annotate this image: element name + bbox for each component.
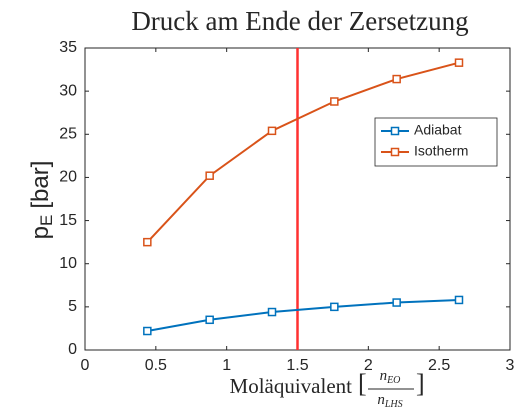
x-label-denominator: nLHS xyxy=(377,392,402,410)
y-label-unit: [bar] xyxy=(27,161,54,209)
y-tick-label: 35 xyxy=(59,39,77,56)
x-tick-label: 3 xyxy=(506,357,515,374)
y-axis-label: pE [bar] xyxy=(27,161,56,240)
den-base: n xyxy=(377,392,385,408)
y-tick-label: 0 xyxy=(68,341,77,358)
marker xyxy=(392,298,401,307)
y-label-sub: E xyxy=(37,215,56,226)
x-tick-label: 1 xyxy=(222,357,231,374)
x-label-bracket: ] xyxy=(416,369,425,398)
marker xyxy=(392,74,401,84)
chart-title: Druck am Ende der Zersetzung xyxy=(131,6,468,36)
num-sub: EO xyxy=(386,375,400,386)
y-tick-label: 25 xyxy=(59,126,77,143)
den-sub: LHS xyxy=(384,399,403,410)
marker xyxy=(143,326,152,336)
x-axis-label: Moläquivalent [ nEO nLHS ] xyxy=(230,368,425,410)
y-tick-label: 5 xyxy=(68,298,77,315)
marker xyxy=(205,171,214,180)
marker xyxy=(205,315,214,325)
num-base: n xyxy=(380,368,388,384)
legend: Adiabat Isotherm xyxy=(374,117,498,167)
legend-box xyxy=(374,117,498,167)
y-label-base: p xyxy=(27,226,54,239)
y-tick-label: 20 xyxy=(59,169,77,186)
x-tick-label: 2 xyxy=(364,357,373,374)
x-tick-label: 1.5 xyxy=(286,357,308,374)
x-tick-label: 0 xyxy=(81,357,90,374)
marker xyxy=(330,302,339,312)
marker xyxy=(267,126,277,136)
x-tick-label: 0.5 xyxy=(145,357,167,374)
y-tick-label: 15 xyxy=(59,212,77,229)
marker xyxy=(267,307,277,317)
marker xyxy=(454,295,464,305)
legend-label: Adiabat xyxy=(414,122,462,138)
legend-label: Isotherm xyxy=(414,143,468,159)
x-label-numerator: nEO xyxy=(380,368,401,386)
legend-marker xyxy=(390,147,400,157)
y-tick-label: 10 xyxy=(59,255,77,272)
x-label-bracket: [ xyxy=(358,369,367,398)
y-tick-label: 30 xyxy=(59,82,77,99)
marker xyxy=(330,97,339,106)
x-tick-label: 2.5 xyxy=(428,357,450,374)
marker xyxy=(454,58,464,67)
series-line xyxy=(147,298,460,333)
legend-marker xyxy=(390,126,400,136)
x-label-text: Moläquivalent xyxy=(230,374,353,398)
series-line xyxy=(146,61,460,243)
marker xyxy=(143,237,152,247)
